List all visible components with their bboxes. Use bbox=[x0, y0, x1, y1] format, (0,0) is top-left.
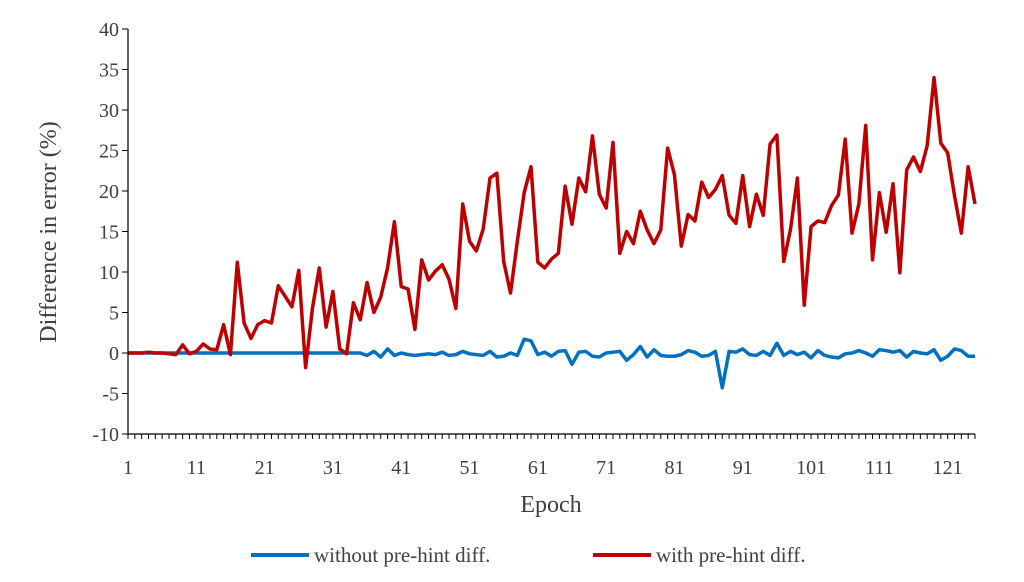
x-tick-label: 111 bbox=[865, 457, 894, 479]
x-tick-label: 121 bbox=[933, 457, 963, 479]
series-lines bbox=[128, 75, 977, 390]
x-tick-label: 1 bbox=[123, 457, 133, 479]
legend-label-with: with pre-hint diff. bbox=[656, 543, 806, 567]
y-tick-label: 0 bbox=[109, 343, 119, 365]
x-tick-label: 41 bbox=[391, 457, 411, 479]
y-tick-label: 30 bbox=[99, 100, 119, 122]
x-axis-title: Epoch bbox=[520, 492, 581, 518]
x-tick-label: 91 bbox=[733, 457, 753, 479]
x-tick-label: 71 bbox=[596, 457, 616, 479]
x-tick-label: 31 bbox=[323, 457, 343, 479]
y-axis-title: Difference in error (%) bbox=[36, 121, 62, 342]
x-tick-label: 51 bbox=[460, 457, 480, 479]
series-line-without-pre-hint bbox=[128, 337, 975, 390]
y-tick-label: -10 bbox=[92, 424, 119, 446]
y-tick-label: 25 bbox=[99, 141, 119, 163]
y-axis-ticks: 40 35 30 25 20 15 10 5 0 -5 -10 bbox=[92, 19, 128, 446]
series-line-with-pre-hint bbox=[128, 75, 977, 370]
axes bbox=[127, 29, 975, 435]
y-tick-label: 10 bbox=[99, 262, 119, 284]
x-tick-label: 11 bbox=[187, 457, 206, 479]
x-tick-label: 81 bbox=[664, 457, 684, 479]
legend: without pre-hint diff. with pre-hint dif… bbox=[251, 543, 806, 567]
y-tick-label: 5 bbox=[109, 303, 119, 325]
y-tick-label: 40 bbox=[99, 19, 119, 41]
x-tick-label: 101 bbox=[796, 457, 826, 479]
y-tick-label: 35 bbox=[99, 60, 119, 82]
legend-label-without: without pre-hint diff. bbox=[314, 543, 490, 567]
y-tick-label: 20 bbox=[99, 181, 119, 203]
y-tick-label: 15 bbox=[99, 222, 119, 244]
y-tick-label: -5 bbox=[102, 384, 119, 406]
x-tick-label: 61 bbox=[528, 457, 548, 479]
x-axis-ticks: 1 11 21 31 41 51 61 71 81 91 101 111 121 bbox=[123, 434, 976, 479]
x-tick-label: 21 bbox=[255, 457, 275, 479]
